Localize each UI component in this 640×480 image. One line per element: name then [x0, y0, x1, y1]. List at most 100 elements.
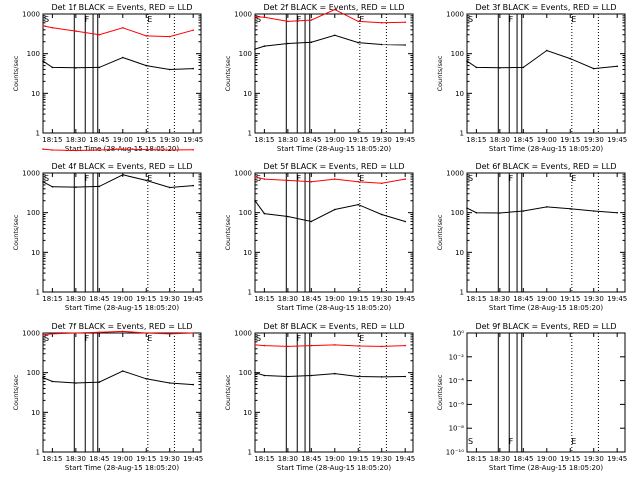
flag-e: E	[147, 15, 152, 24]
data-point	[287, 179, 289, 182]
data-point	[380, 376, 383, 378]
x-tick-label: 18:15	[466, 455, 486, 463]
data-point	[499, 67, 501, 69]
x-axis-label: Start Time (28-Aug-15 18:05:20)	[489, 464, 603, 472]
data-point	[357, 181, 360, 183]
x-tick-label: 18:30	[490, 295, 510, 303]
panel-title: Det 9f BLACK = Events, RED = LLD	[475, 322, 616, 331]
panel-det-1f: Det 1f BLACK = Events, RED = LLD 1 10 100 10…	[12, 3, 203, 153]
flag-e: E	[147, 174, 152, 183]
flag-s: S	[256, 174, 261, 183]
data-point	[145, 148, 147, 151]
panel-title: Det 5f BLACK = Events, RED = LLD	[263, 162, 404, 171]
x-tick-label: 19:00	[537, 295, 557, 303]
x-tick-label: 18:30	[278, 455, 298, 463]
data-point	[98, 185, 101, 188]
x-tick-label: 18:30	[278, 136, 298, 144]
data-point	[380, 345, 383, 348]
x-tick-label: 19:15	[136, 295, 156, 303]
series-line-lld	[42, 330, 194, 336]
data-point	[75, 382, 77, 384]
x-tick-label: 18:45	[301, 455, 321, 463]
data-point	[192, 332, 194, 334]
y-tick-label: 10⁻¹⁰	[446, 449, 464, 457]
data-point	[122, 148, 124, 150]
x-tick-label: 19:30	[372, 136, 392, 144]
series-line-events	[42, 370, 194, 386]
x-tick-label: 18:30	[66, 295, 86, 303]
plot-frame	[42, 13, 202, 134]
data-point	[42, 148, 44, 150]
data-point	[287, 42, 289, 45]
data-point	[334, 34, 336, 37]
data-point	[75, 67, 77, 69]
flag-s: S	[44, 15, 49, 24]
x-tick-label: 19:00	[325, 295, 345, 303]
data-point	[357, 375, 360, 378]
series-line-lld	[254, 176, 406, 184]
data-point	[404, 178, 407, 180]
data-point	[334, 8, 336, 11]
data-point	[168, 35, 171, 38]
data-point	[254, 344, 256, 346]
data-point	[380, 213, 383, 216]
y-tick-label: 1	[36, 130, 40, 138]
x-tick-label: 18:15	[42, 455, 62, 463]
data-point	[334, 344, 336, 346]
y-tick-label: 10⁻⁶	[449, 401, 465, 409]
x-tick-label: 19:30	[584, 455, 604, 463]
y-tick-label: 1	[248, 449, 252, 457]
y-tick-label: 1	[36, 289, 40, 297]
data-point	[310, 41, 313, 43]
y-tick-label: 10⁰	[452, 330, 464, 338]
data-point	[51, 333, 54, 335]
flag-e: E	[359, 334, 364, 343]
y-tick-label: 1	[36, 449, 40, 457]
flag-f: F	[509, 174, 514, 183]
x-tick-label: 19:45	[183, 295, 203, 303]
data-point	[522, 66, 525, 69]
data-point	[310, 220, 313, 223]
plot-frame	[466, 13, 626, 134]
flag-s: S	[44, 334, 49, 343]
x-tick-label: 19:15	[348, 295, 368, 303]
y-tick-label: 1000	[234, 11, 252, 19]
series-line-events	[466, 206, 618, 214]
panel-title: Det 1f BLACK = Events, RED = LLD	[51, 3, 192, 12]
x-tick-label: 18:30	[66, 136, 86, 144]
x-tick-label: 18:30	[278, 295, 298, 303]
panel-det-4f: Det 4f BLACK = Events, RED = LLD 1 10 100 10…	[12, 148, 203, 312]
data-point	[592, 210, 595, 212]
plot-frame	[254, 332, 414, 453]
x-tick-label: 19:15	[136, 455, 156, 463]
y-axis-label: Counts/sec	[12, 55, 20, 91]
data-point	[287, 345, 289, 348]
x-tick-label: 19:15	[560, 455, 580, 463]
x-tick-label: 19:30	[160, 136, 180, 144]
data-point	[192, 184, 194, 187]
x-tick-label: 19:45	[395, 455, 415, 463]
y-tick-label: 10	[243, 249, 252, 257]
y-tick-label: 1000	[234, 170, 252, 178]
panel-det-6f: Det 6f BLACK = Events, RED = LLD 1 10 100 10…	[436, 162, 627, 312]
x-tick-label: 18:15	[42, 295, 62, 303]
x-axis-label: Start Time (28-Aug-15 18:05:20)	[65, 304, 179, 312]
series-line-events	[42, 56, 194, 71]
y-axis-label: Counts/sec	[436, 214, 444, 250]
data-point	[380, 22, 383, 24]
data-point	[357, 203, 360, 206]
x-tick-label: 18:30	[66, 455, 86, 463]
data-point	[75, 332, 77, 334]
flag-s: S	[44, 174, 49, 183]
plot-frame	[254, 172, 414, 293]
data-point	[42, 25, 44, 27]
y-tick-label: 10	[31, 249, 40, 257]
y-tick-label: 10	[243, 90, 252, 98]
data-point	[192, 29, 194, 32]
flag-f: F	[297, 334, 302, 343]
data-point	[122, 330, 124, 333]
data-point	[263, 178, 266, 180]
y-axis-label: Counts/sec	[224, 214, 232, 250]
flag-s: S	[256, 334, 261, 343]
